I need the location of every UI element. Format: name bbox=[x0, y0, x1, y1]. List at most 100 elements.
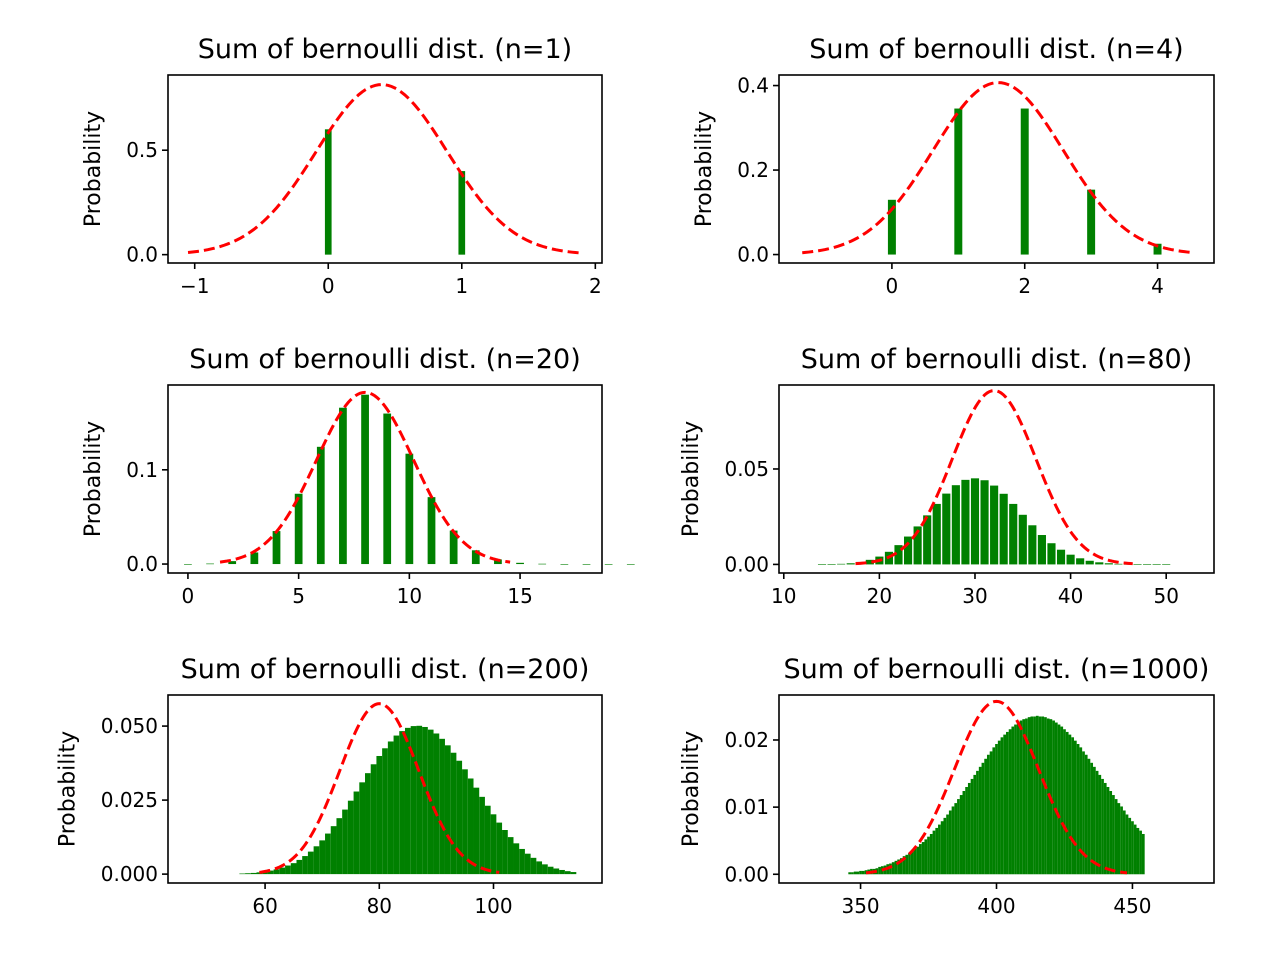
bar bbox=[1073, 740, 1077, 875]
bar bbox=[981, 762, 985, 875]
bars bbox=[184, 394, 635, 565]
bar bbox=[948, 810, 952, 875]
y-tick-label: 0.00 bbox=[724, 862, 769, 886]
bar bbox=[473, 787, 480, 875]
bar bbox=[1139, 830, 1142, 875]
bar bbox=[959, 795, 963, 875]
bar bbox=[1152, 564, 1161, 565]
bar bbox=[1128, 817, 1132, 875]
bar bbox=[307, 851, 314, 875]
bar bbox=[444, 745, 451, 875]
bar bbox=[433, 733, 440, 875]
y-axis-label: Probability bbox=[679, 731, 704, 847]
bar bbox=[313, 846, 320, 875]
bar bbox=[1068, 734, 1072, 875]
y-tick-label: 0.050 bbox=[101, 714, 158, 738]
bar bbox=[458, 171, 466, 255]
normal-curve bbox=[865, 699, 1128, 875]
bar bbox=[1063, 729, 1066, 875]
subplot-3: 0 5 10 15 0.0 0.1 Sum of bernoulli dist. (n=20… bbox=[81, 344, 635, 608]
bar bbox=[929, 833, 933, 875]
x-tick-label: 10 bbox=[771, 584, 796, 608]
y-tick-label: 0.01 bbox=[724, 795, 769, 819]
bar bbox=[848, 872, 852, 875]
bar bbox=[967, 782, 971, 875]
bar bbox=[997, 740, 1001, 875]
bar bbox=[538, 563, 547, 565]
x-tick-label: 60 bbox=[252, 894, 277, 918]
bar bbox=[990, 485, 999, 565]
bar bbox=[942, 493, 951, 565]
bar bbox=[904, 536, 913, 565]
bar bbox=[891, 862, 895, 875]
bar bbox=[1019, 720, 1023, 875]
bar bbox=[296, 859, 303, 875]
bar bbox=[462, 769, 468, 875]
bar bbox=[1003, 734, 1007, 875]
bar bbox=[980, 480, 989, 565]
bar bbox=[1079, 747, 1083, 875]
normal-curve bbox=[259, 702, 500, 874]
bar bbox=[471, 550, 480, 565]
bar bbox=[496, 822, 503, 875]
bar bbox=[889, 863, 892, 875]
bar bbox=[1084, 754, 1088, 875]
bar bbox=[1087, 189, 1096, 255]
bar bbox=[422, 726, 428, 875]
bar bbox=[494, 559, 502, 565]
y-tick-label: 0.4 bbox=[737, 74, 769, 98]
x-tick-label: 30 bbox=[962, 584, 987, 608]
bar bbox=[851, 872, 854, 875]
bar bbox=[913, 526, 922, 565]
bar bbox=[894, 545, 903, 565]
bar bbox=[1085, 560, 1094, 565]
bar bbox=[245, 873, 251, 875]
x-tick-label: 1 bbox=[455, 274, 468, 298]
bar bbox=[365, 773, 371, 875]
bar bbox=[921, 842, 925, 875]
bar bbox=[325, 833, 331, 875]
bar bbox=[542, 864, 548, 875]
bars bbox=[817, 478, 1171, 565]
bar bbox=[1052, 720, 1055, 875]
bar bbox=[1054, 722, 1058, 875]
y-tick-label: 0.000 bbox=[101, 862, 158, 886]
bar bbox=[894, 860, 898, 875]
bar bbox=[970, 478, 980, 565]
y-tick-label: 0.00 bbox=[724, 552, 769, 576]
chart-title: Sum of bernoulli dist. (n=200) bbox=[181, 654, 590, 685]
bar bbox=[970, 778, 974, 875]
bar bbox=[1098, 774, 1102, 875]
bar bbox=[342, 809, 348, 875]
bar bbox=[1131, 821, 1134, 875]
bar bbox=[559, 869, 565, 875]
bar bbox=[347, 800, 354, 875]
bar bbox=[1033, 716, 1036, 875]
bar bbox=[570, 872, 577, 875]
bar bbox=[1093, 766, 1096, 875]
bar bbox=[1028, 525, 1037, 565]
bar bbox=[484, 805, 491, 875]
bar bbox=[859, 870, 862, 875]
bar bbox=[887, 199, 896, 255]
bar bbox=[1120, 806, 1123, 875]
bar bbox=[1114, 563, 1123, 565]
y-axis-label: Probability bbox=[81, 421, 106, 537]
bar bbox=[467, 778, 474, 875]
bar bbox=[1016, 722, 1020, 875]
bar bbox=[405, 453, 414, 565]
bar bbox=[449, 530, 458, 565]
bar bbox=[399, 731, 405, 875]
bar bbox=[410, 726, 417, 875]
bar bbox=[1000, 737, 1004, 875]
bar bbox=[962, 791, 966, 875]
x-tick-label: 400 bbox=[977, 894, 1015, 918]
bar bbox=[279, 867, 286, 875]
bar bbox=[1008, 729, 1012, 875]
chart-title: Sum of bernoulli dist. (n=1) bbox=[198, 34, 572, 65]
bar bbox=[536, 861, 543, 875]
bar bbox=[943, 817, 947, 875]
bar bbox=[1006, 731, 1009, 875]
axes-frame bbox=[167, 694, 603, 884]
y-tick-label: 0.2 bbox=[737, 158, 769, 182]
